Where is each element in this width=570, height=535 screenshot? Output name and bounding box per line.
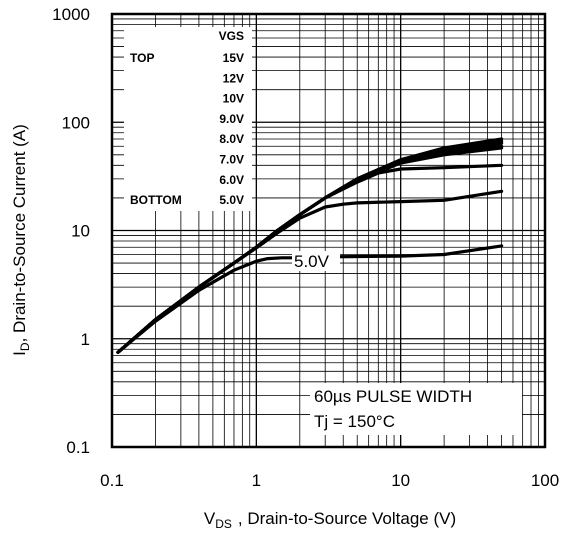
y-axis-title: ID, Drain-to-Source Current (A) (10, 124, 32, 356)
x-tick-label: 0.1 (100, 471, 124, 490)
junction-temperature-label: Tj = 150°C (314, 412, 395, 431)
y-tick-label: 10 (71, 222, 90, 241)
legend-bottom-label: BOTTOM (130, 193, 182, 207)
legend-top-label: TOP (130, 51, 154, 65)
series-8-line (116, 244, 504, 354)
curves (116, 137, 504, 354)
legend-entry: 5.0V (219, 193, 244, 207)
curve-label-background (292, 251, 340, 271)
legend-entry: 10V (223, 92, 244, 106)
x-axis-title: VDS, Drain-to-Source Voltage (V) (204, 509, 456, 531)
tick-labels: 0.1 1 10 100 1000 100 10 1 0.1 (52, 5, 559, 490)
y-tick-label: 1000 (52, 5, 90, 24)
y-tick-label: 0.1 (66, 438, 90, 457)
legend-header: VGS (219, 29, 244, 43)
x-tick-label: 100 (531, 471, 559, 490)
y-tick-label: 100 (62, 113, 90, 132)
series-7-line (116, 189, 504, 354)
x-tick-label: 1 (252, 471, 261, 490)
legend-entry: 9.0V (219, 112, 244, 126)
annotation-background (310, 383, 522, 435)
pulse-width-label: 60µs PULSE WIDTH (314, 387, 472, 406)
x-tick-label: 10 (391, 471, 410, 490)
legend-entry: 7.0V (219, 153, 244, 167)
curve-label: 5.0V (294, 252, 330, 271)
legend: VGS TOP BOTTOM 15V 12V 10V 9.0V 8.0V 7.0V 6.0V… (124, 27, 252, 211)
legend-entry: 8.0V (219, 132, 244, 146)
plot-frame (110, 12, 547, 449)
y-tick-label: 1 (81, 330, 90, 349)
legend-background (124, 27, 252, 211)
legend-entry: 12V (223, 71, 244, 85)
legend-entries: 15V 12V 10V 9.0V 8.0V 7.0V 6.0V 5.0V (219, 51, 244, 207)
legend-entry: 15V (223, 51, 244, 65)
legend-entry: 6.0V (219, 173, 244, 187)
